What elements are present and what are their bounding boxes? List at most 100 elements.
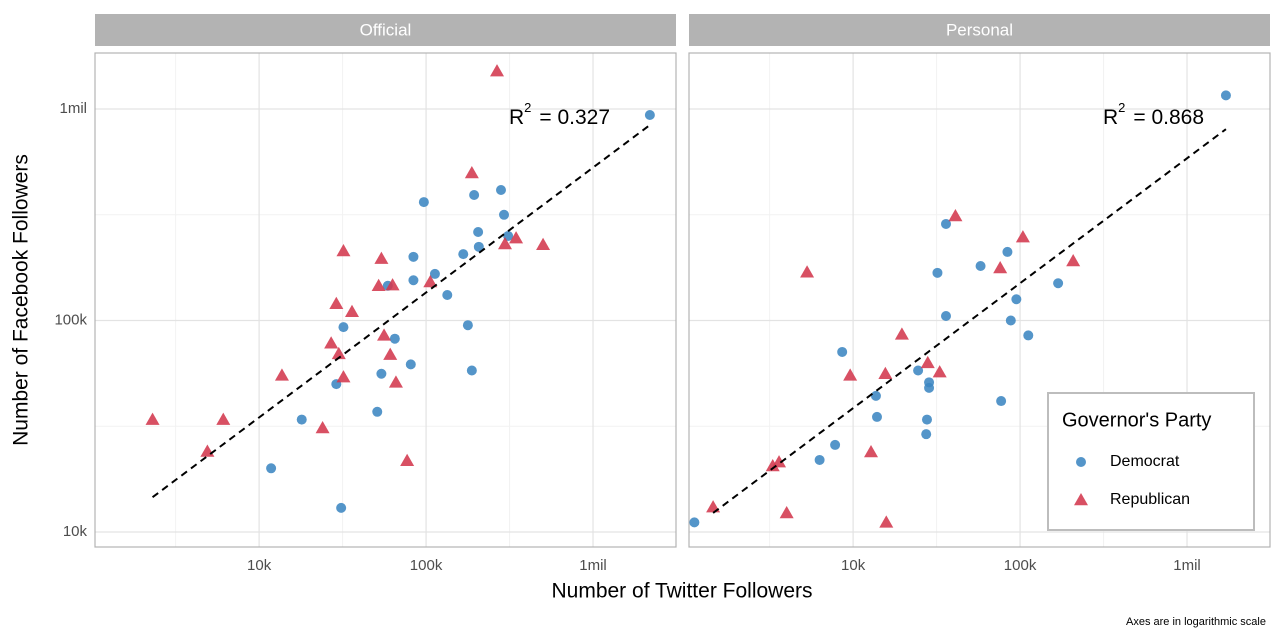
point — [1005, 315, 1016, 326]
point — [338, 322, 349, 333]
point — [490, 64, 505, 77]
point — [878, 366, 893, 379]
point — [993, 261, 1008, 274]
point — [266, 463, 277, 474]
point — [464, 166, 479, 179]
y-axis-title: Number of Facebook Followers — [10, 154, 33, 446]
point — [200, 444, 215, 457]
x-tick-label: 100k — [1004, 557, 1037, 574]
point — [388, 375, 403, 388]
point — [458, 249, 469, 260]
point — [940, 218, 951, 229]
point — [462, 320, 473, 331]
panel-border — [94, 52, 677, 548]
x-tick-label: 10k — [841, 557, 866, 574]
annotation: R2 = 0.868 — [1103, 100, 1204, 128]
trend-line — [712, 128, 1227, 514]
point — [536, 237, 551, 251]
point — [499, 209, 510, 220]
point — [469, 190, 480, 201]
point — [429, 268, 440, 279]
point — [894, 327, 909, 340]
point — [843, 368, 858, 381]
point — [442, 289, 453, 300]
point — [473, 241, 484, 252]
point — [145, 412, 160, 425]
legend-label: Democrat — [1110, 453, 1180, 470]
annotation-text: R — [1103, 106, 1118, 129]
point — [932, 365, 947, 378]
point — [473, 227, 484, 238]
point — [495, 185, 506, 196]
point — [374, 251, 389, 264]
y-tick-label: 100k — [54, 311, 87, 328]
point — [779, 505, 794, 519]
point — [1002, 246, 1013, 257]
point — [336, 370, 351, 383]
point — [920, 355, 935, 369]
facet-title: Personal — [946, 20, 1013, 39]
strip — [95, 14, 676, 46]
legend-title: Governor's Party — [1062, 409, 1211, 431]
annotation-text: R — [509, 106, 524, 129]
point — [315, 421, 330, 434]
point — [408, 251, 419, 262]
legend-label: Republican — [1110, 491, 1190, 508]
point — [800, 265, 815, 278]
point — [1066, 254, 1081, 267]
legend-marker — [1076, 457, 1086, 467]
annotation: R2 = 0.327 — [509, 100, 610, 128]
point — [837, 346, 848, 357]
point — [1015, 230, 1030, 243]
point — [400, 453, 415, 467]
point — [324, 336, 339, 349]
point — [870, 390, 881, 401]
point — [948, 208, 963, 222]
point — [329, 296, 344, 309]
point — [830, 439, 841, 450]
point — [864, 444, 879, 458]
annotation-superscript: 2 — [1118, 100, 1125, 115]
caption: Axes are in logarithmic scale — [1126, 616, 1266, 628]
legend-marker — [1074, 493, 1088, 506]
point — [418, 197, 429, 208]
annotation-superscript: 2 — [524, 100, 531, 115]
point — [1011, 294, 1022, 305]
annotation-value: = 0.327 — [539, 106, 610, 129]
trend-line — [151, 124, 651, 499]
point — [498, 236, 513, 250]
point — [408, 275, 419, 286]
point — [376, 368, 387, 379]
point — [924, 382, 935, 393]
point — [296, 414, 307, 425]
point — [689, 517, 700, 528]
point — [913, 365, 924, 376]
point — [932, 267, 943, 278]
x-tick-label: 1mil — [579, 557, 607, 574]
point — [765, 459, 780, 472]
point — [331, 346, 346, 360]
point — [372, 406, 383, 417]
point — [344, 304, 359, 317]
point — [389, 333, 400, 344]
point — [921, 429, 932, 440]
point — [940, 311, 951, 322]
point — [871, 411, 882, 422]
point — [405, 359, 416, 370]
panel-border — [688, 52, 1271, 548]
point — [383, 347, 398, 360]
point — [385, 278, 400, 291]
point — [879, 515, 894, 528]
point — [644, 109, 655, 120]
x-axis-title: Number of Twitter Followers — [551, 580, 812, 603]
strip — [689, 14, 1270, 46]
point — [996, 396, 1007, 407]
point — [706, 500, 721, 513]
y-tick-label: 10k — [63, 523, 88, 540]
point — [1053, 278, 1064, 289]
point — [975, 260, 986, 271]
point — [466, 365, 477, 376]
x-tick-label: 10k — [247, 557, 272, 574]
